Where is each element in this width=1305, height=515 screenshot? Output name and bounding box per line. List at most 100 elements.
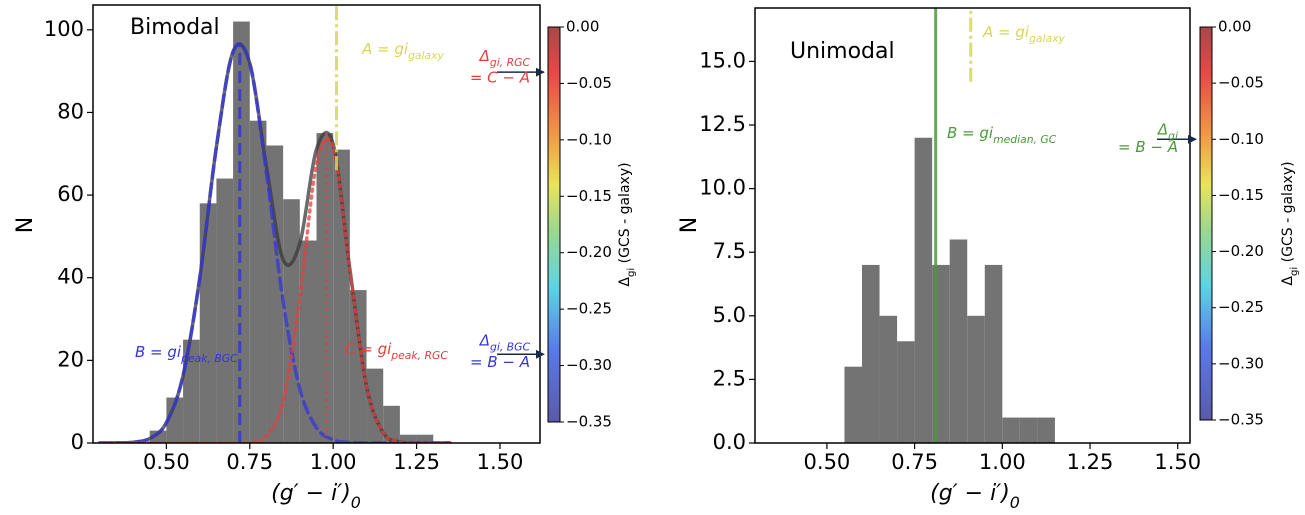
y-axis-label: N	[677, 217, 702, 233]
bar	[149, 430, 167, 443]
y-tick-label: 7.5	[713, 239, 746, 263]
fit-curve	[97, 42, 452, 443]
bar	[266, 145, 284, 443]
colorbar-annotation: Δgi	[1157, 120, 1178, 142]
colorbar-annotation-part: Δ	[479, 331, 490, 349]
colorbar	[547, 26, 561, 423]
x-axis-label-part: (g′ − i′)	[930, 481, 1010, 506]
y-tick-label: 2.5	[713, 366, 746, 390]
bar	[183, 339, 200, 443]
colorbar-tick-label: −0.30	[1218, 354, 1264, 372]
y-tick-label: 100	[44, 17, 84, 41]
colorbar-tick-label: 0.00	[1218, 18, 1251, 36]
x-axis-label-part: (g′ − i′)	[271, 481, 351, 506]
axes-frame	[92, 4, 541, 444]
reference-label: A = gigalaxy	[361, 40, 445, 62]
colorbar-tick-label: −0.05	[566, 74, 612, 92]
x-axis-label-sub: 0	[1010, 493, 1020, 512]
colorbar-annotation: Δgi, BGC	[479, 331, 531, 353]
bar	[897, 341, 915, 443]
reference-label-sub: galaxy	[408, 49, 444, 62]
bar	[967, 315, 985, 443]
reference-label: A = gigalaxy	[982, 23, 1066, 45]
y-tick-label: 0.0	[713, 430, 746, 454]
bar	[1002, 417, 1020, 443]
bar	[844, 366, 862, 443]
reference-label-sub: median, GC	[993, 133, 1057, 146]
fit-curve	[97, 136, 452, 443]
x-tick-label: 0.50	[804, 450, 851, 474]
reference-label-part: A = gi	[361, 40, 409, 58]
plot-area	[844, 8, 1055, 443]
bar	[216, 178, 234, 443]
plot-area	[97, 5, 452, 443]
reference-label-sub: galaxy	[1029, 32, 1065, 45]
colorbar-annotation-sub: gi, BGC	[490, 340, 530, 353]
bar	[349, 290, 367, 443]
colorbar-label-sub: gi	[1289, 267, 1300, 276]
colorbar-tick-label: −0.25	[566, 300, 612, 318]
colorbar-tick-label: −0.20	[1218, 242, 1264, 260]
x-tick-label: 0.75	[226, 450, 273, 474]
bar	[861, 264, 880, 443]
colorbar-tick-label: −0.35	[1218, 411, 1264, 429]
bar	[949, 239, 968, 443]
bar	[199, 203, 217, 443]
colorbar-tick-label: −0.15	[566, 187, 612, 205]
bar	[1019, 417, 1038, 443]
bar	[233, 21, 250, 443]
bar	[166, 397, 184, 443]
colorbar-label-part: (GCS - galaxy)	[1280, 161, 1296, 266]
reference-label: B = gipeak, BGC	[135, 343, 238, 365]
reference-label-sub: peak, RGC	[390, 349, 448, 362]
reference-label-part: B = gi	[947, 124, 994, 142]
colorbar	[1199, 26, 1213, 421]
x-tick-label: 1.50	[477, 450, 524, 474]
reference-label: C = gipeak, RGC	[345, 340, 448, 362]
x-tick-label: 1.25	[393, 450, 440, 474]
x-tick-label: 1.50	[1154, 450, 1201, 474]
reference-label-sub: peak, BGC	[180, 352, 238, 365]
y-tick-label: 20	[57, 347, 84, 371]
colorbar-tick-label: −0.30	[566, 356, 612, 374]
bar	[299, 240, 317, 443]
colorbar-label: Δgi (GCS - galaxy)	[1280, 161, 1300, 285]
reference-label: B = gimedian, GC	[947, 124, 1057, 146]
reference-label-part: C = gi	[345, 340, 392, 358]
colorbar-tick-label: −0.05	[1218, 74, 1264, 92]
colorbar-annotation-part: Δ	[1157, 120, 1168, 138]
x-tick-label: 0.50	[143, 450, 190, 474]
bar	[1037, 417, 1055, 443]
panel-title: Bimodal	[130, 15, 220, 40]
colorbar-label-part: Δ	[1280, 276, 1296, 286]
colorbar-tick-label: −0.15	[1218, 186, 1264, 204]
bar	[879, 315, 898, 443]
x-axis-label-sub: 0	[351, 493, 361, 512]
colorbar-tick-label: −0.35	[566, 413, 612, 431]
colorbar-label: Δgi (GCS - galaxy)	[617, 162, 637, 286]
colorbar-label-part: Δ	[617, 277, 633, 287]
colorbar-annotation-text: = B − A	[470, 353, 530, 371]
colorbar-tick-label: −0.10	[1218, 130, 1264, 148]
reference-label-part: A = gi	[982, 23, 1030, 41]
axes-frame	[754, 7, 1191, 444]
x-axis-label: (g′ − i′)0	[930, 481, 1020, 512]
bar	[984, 264, 1003, 443]
y-tick-label: 15.0	[699, 48, 746, 72]
colorbar-annotation-part: Δ	[479, 47, 490, 65]
colorbar-label-part: (GCS - galaxy)	[617, 162, 633, 267]
colorbar-annotation-text: = C − A	[470, 69, 530, 87]
y-tick-label: 80	[57, 99, 84, 123]
bar	[383, 405, 400, 443]
x-tick-label: 0.75	[891, 450, 938, 474]
colorbar-tick-label: −0.25	[1218, 298, 1264, 316]
y-tick-label: 12.5	[699, 112, 746, 136]
panel-title: Unimodal	[790, 39, 895, 64]
x-tick-label: 1.00	[310, 450, 357, 474]
colorbar-tick-label: −0.10	[566, 130, 612, 148]
y-tick-label: 60	[57, 182, 84, 206]
bar	[416, 434, 434, 443]
colorbar-annotation-text: = B − A	[1118, 138, 1178, 156]
